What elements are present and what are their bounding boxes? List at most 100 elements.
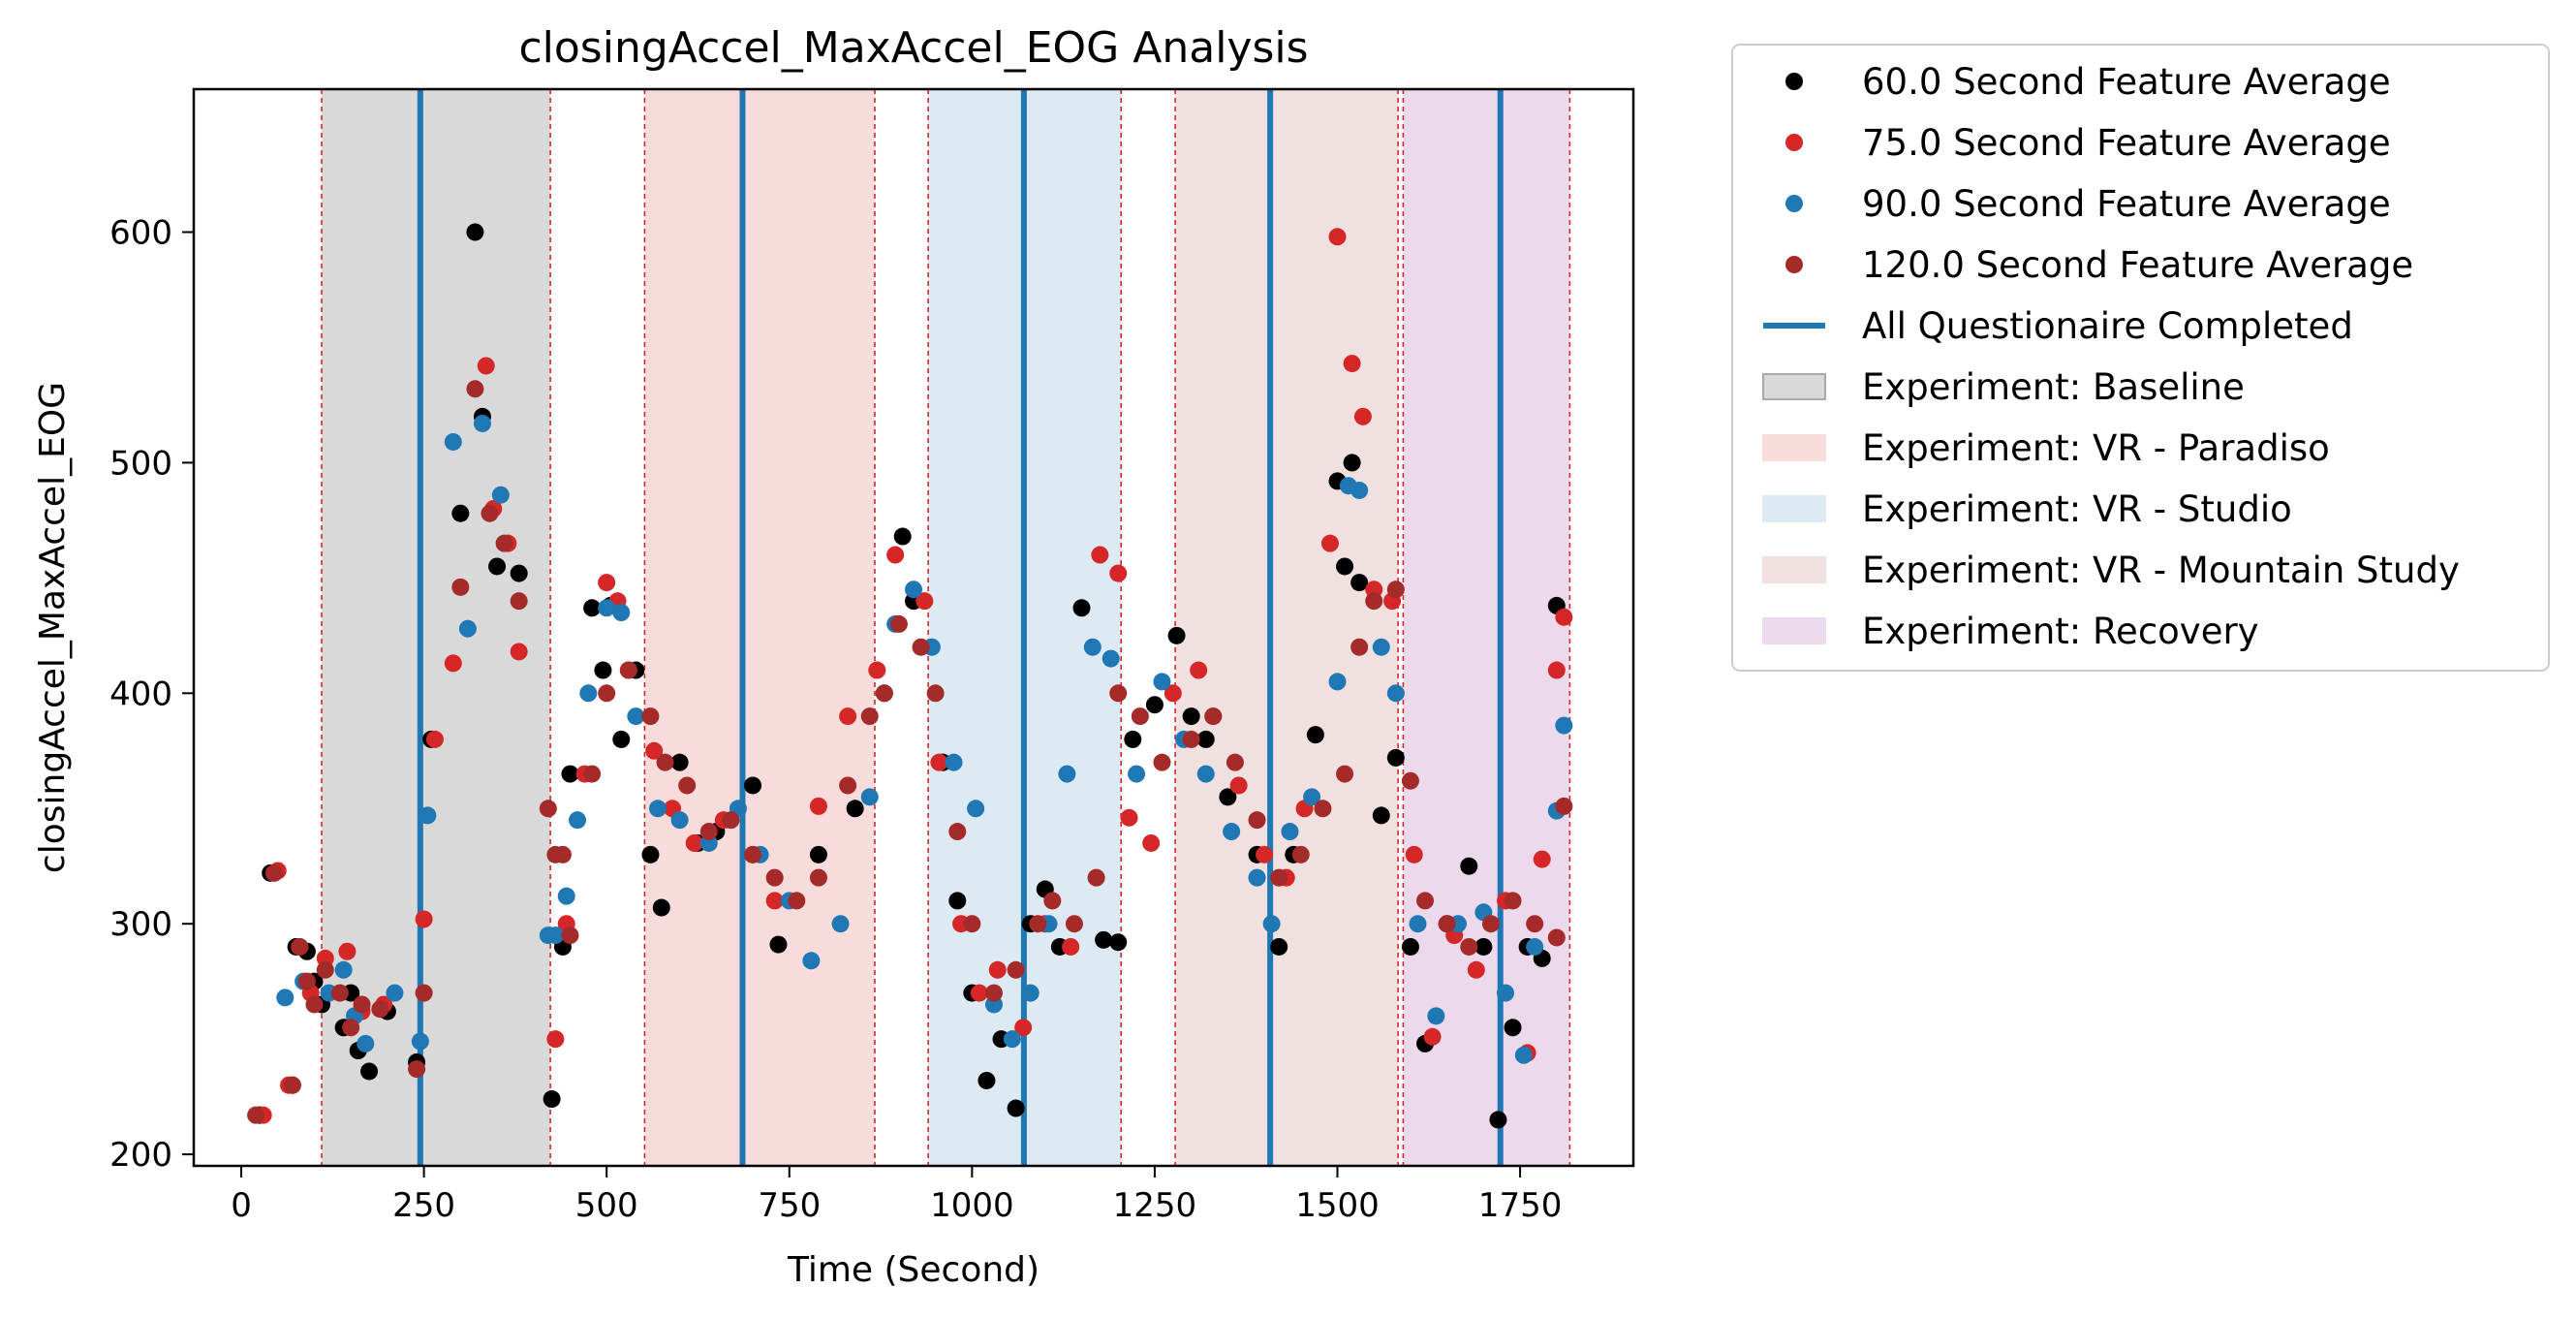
point-s0-29	[670, 753, 689, 771]
point-s2-60	[1496, 984, 1514, 1002]
point-s3-70	[1555, 797, 1573, 815]
point-s3-63	[1416, 892, 1435, 910]
point-s2-54	[1372, 638, 1390, 656]
point-s3-20	[553, 845, 572, 864]
point-s3-8	[342, 1019, 360, 1037]
point-s2-55	[1386, 684, 1405, 703]
point-s3-43	[1007, 960, 1025, 979]
point-s2-8	[419, 806, 437, 825]
point-s0-32	[744, 776, 762, 795]
point-s2-37	[1021, 984, 1040, 1002]
legend-label-6: Experiment: VR - Paradiso	[1862, 427, 2330, 469]
point-s0-21	[561, 765, 579, 783]
point-s0-50	[1109, 933, 1128, 952]
point-s3-64	[1438, 915, 1456, 933]
point-s0-66	[1386, 748, 1405, 767]
point-s3-67	[1504, 892, 1522, 910]
legend-marker-8	[1762, 556, 1826, 583]
point-s1-47	[1229, 776, 1248, 795]
point-s2-53	[1350, 481, 1369, 499]
point-s1-6	[338, 942, 357, 960]
point-s3-11	[408, 1060, 426, 1079]
point-s3-23	[598, 684, 616, 703]
point-s0-65	[1372, 806, 1390, 825]
point-s2-62	[1526, 937, 1544, 956]
point-s3-46	[1065, 915, 1083, 933]
point-s1-42	[1120, 808, 1138, 827]
legend-marker-3	[1785, 256, 1803, 273]
point-s2-7	[411, 1032, 429, 1051]
legend-label-0: 60.0 Second Feature Average	[1862, 61, 2391, 103]
point-s1-36	[988, 960, 1007, 979]
point-s0-44	[1007, 1099, 1025, 1117]
y-tick-label-4: 600	[109, 213, 172, 252]
point-s0-19	[543, 1090, 561, 1109]
point-s1-65	[1555, 608, 1573, 626]
legend-box	[1731, 44, 2550, 672]
point-s3-32	[788, 892, 806, 910]
x-tick-label-1: 250	[392, 1186, 455, 1225]
point-s1-53	[1343, 355, 1361, 373]
point-s2-42	[1128, 765, 1146, 783]
legend-marker-5	[1762, 373, 1826, 400]
point-s1-27	[765, 892, 784, 910]
point-s3-54	[1248, 811, 1266, 830]
point-s1-19	[598, 574, 616, 592]
point-s3-31	[765, 868, 784, 887]
point-s0-42	[978, 1071, 996, 1089]
region-0	[322, 89, 551, 1166]
point-s1-32	[916, 592, 934, 611]
point-s0-28	[652, 898, 670, 917]
point-s2-14	[546, 926, 565, 945]
point-s3-49	[1131, 707, 1149, 726]
point-s3-34	[839, 776, 857, 795]
point-s3-21	[561, 926, 579, 945]
point-s3-60	[1365, 592, 1383, 611]
chart-title: closingAccel_MaxAccel_EOG Analysis	[518, 23, 1308, 73]
point-s0-72	[1489, 1111, 1507, 1129]
point-s2-15	[557, 887, 575, 905]
point-s3-13	[451, 578, 470, 596]
point-s1-44	[1164, 684, 1182, 703]
point-s3-61	[1386, 581, 1405, 599]
point-s2-43	[1153, 673, 1171, 691]
point-s0-63	[1343, 454, 1361, 472]
point-s0-67	[1401, 937, 1419, 956]
point-s3-30	[744, 845, 762, 864]
point-s3-59	[1350, 638, 1369, 656]
point-s3-66	[1481, 915, 1500, 933]
point-s0-15	[466, 223, 484, 241]
point-s3-15	[481, 504, 499, 522]
point-s3-1	[264, 864, 283, 882]
point-s3-47	[1087, 868, 1105, 887]
point-s2-17	[579, 684, 598, 703]
point-s3-42	[984, 984, 1003, 1002]
point-s2-6	[386, 984, 404, 1002]
legend-label-2: 90.0 Second Feature Average	[1862, 183, 2391, 225]
point-s2-29	[860, 788, 879, 806]
y-tick-label-0: 200	[109, 1136, 172, 1175]
point-s3-5	[305, 995, 324, 1014]
point-s3-40	[948, 823, 967, 841]
point-s3-24	[619, 661, 637, 679]
point-s0-27	[641, 845, 660, 864]
point-s3-52	[1204, 707, 1223, 726]
point-s1-33	[930, 753, 948, 771]
point-s0-14	[451, 504, 470, 522]
point-s0-33	[769, 935, 788, 954]
point-s0-17	[488, 557, 507, 576]
point-s0-35	[846, 800, 864, 818]
point-s1-24	[685, 833, 703, 852]
plot-frame	[192, 87, 1635, 1168]
point-s3-9	[353, 995, 371, 1014]
region-3	[1175, 89, 1399, 1166]
point-s2-19	[612, 604, 631, 622]
point-s3-50	[1153, 753, 1171, 771]
point-s1-10	[425, 730, 444, 748]
point-s3-4	[297, 972, 316, 990]
legend-label-5: Experiment: Baseline	[1862, 366, 2245, 408]
point-s3-38	[912, 638, 930, 656]
legend-marker-9	[1762, 617, 1826, 644]
point-s0-54	[1182, 707, 1200, 726]
